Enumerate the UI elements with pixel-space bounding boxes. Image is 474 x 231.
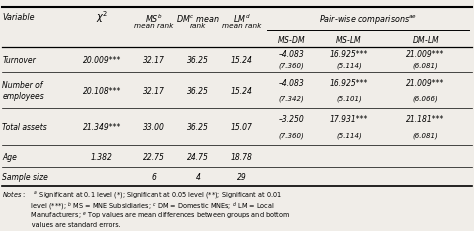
Text: 29: 29 [237,172,246,181]
Text: 6: 6 [152,172,156,181]
Text: $DM$-$LM$: $DM$-$LM$ [411,34,439,45]
Text: 33.00: 33.00 [143,123,165,131]
Text: –4.083: –4.083 [279,50,304,59]
Text: mean rank: mean rank [222,23,262,29]
Text: 21.349***: 21.349*** [83,123,121,131]
Text: 18.78: 18.78 [231,152,253,161]
Text: (7.360): (7.360) [279,62,304,69]
Text: $DM^c$ mean: $DM^c$ mean [176,13,220,24]
Text: 15.24: 15.24 [231,86,253,95]
Text: $Notes:$    $^a$ Significant at 0.1 level (*); Significant at 0.05 level (**); S: $Notes:$ $^a$ Significant at 0.1 level (… [2,188,283,199]
Text: 22.75: 22.75 [143,152,165,161]
Text: Pair-wise comparisons$^{ae}$: Pair-wise comparisons$^{ae}$ [319,13,417,26]
Text: 20.108***: 20.108*** [83,86,121,95]
Text: (6.081): (6.081) [412,132,438,138]
Text: 16.925***: 16.925*** [330,50,368,59]
Text: –3.250: –3.250 [279,114,304,123]
Text: 16.925***: 16.925*** [330,78,368,87]
Text: 32.17: 32.17 [143,56,165,64]
Text: (6.081): (6.081) [412,62,438,69]
Text: 1.382: 1.382 [91,152,113,161]
Text: Total assets: Total assets [2,123,47,131]
Text: 4: 4 [196,172,201,181]
Text: 20.009***: 20.009*** [83,56,121,64]
Text: (5.114): (5.114) [336,62,362,69]
Text: Turnover: Turnover [2,56,36,64]
Text: values are standard errors.: values are standard errors. [2,222,121,228]
Text: $MS^b$: $MS^b$ [145,13,163,25]
Text: mean rank: mean rank [134,23,174,29]
Text: 15.24: 15.24 [231,56,253,64]
Text: $MS$-$DM$: $MS$-$DM$ [277,34,306,45]
Text: 36.25: 36.25 [187,123,210,131]
Text: 36.25: 36.25 [187,86,210,95]
Text: 24.75: 24.75 [187,152,210,161]
Text: $LM^d$: $LM^d$ [233,13,251,25]
Text: –4.083: –4.083 [279,78,304,87]
Text: 32.17: 32.17 [143,86,165,95]
Text: (5.101): (5.101) [336,95,362,102]
Text: (7.342): (7.342) [279,95,304,102]
Text: 17.931***: 17.931*** [330,114,368,123]
Text: (6.066): (6.066) [412,95,438,102]
Text: $\chi^2$: $\chi^2$ [96,9,108,25]
Text: 21.009***: 21.009*** [406,50,445,59]
Text: 21.009***: 21.009*** [406,78,445,87]
Text: Variable: Variable [2,13,35,22]
Text: level (***); $^b$ MS = MNE Subsidiaries; $^c$ DM = Domestic MNEs; $^d$ LM = Loca: level (***); $^b$ MS = MNE Subsidiaries;… [2,199,275,212]
Text: Manufacturers; $^e$ Top values are mean differences between groups and bottom: Manufacturers; $^e$ Top values are mean … [2,210,291,221]
Text: (5.114): (5.114) [336,132,362,138]
Text: 21.181***: 21.181*** [406,114,445,123]
Text: rank: rank [190,23,207,29]
Text: $MS$-$LM$: $MS$-$LM$ [336,34,362,45]
Text: 15.07: 15.07 [231,123,253,131]
Text: Number of
employees: Number of employees [2,81,44,100]
Text: Sample size: Sample size [2,172,48,181]
Text: 36.25: 36.25 [187,56,210,64]
Text: Age: Age [2,152,17,161]
Text: (7.360): (7.360) [279,132,304,138]
